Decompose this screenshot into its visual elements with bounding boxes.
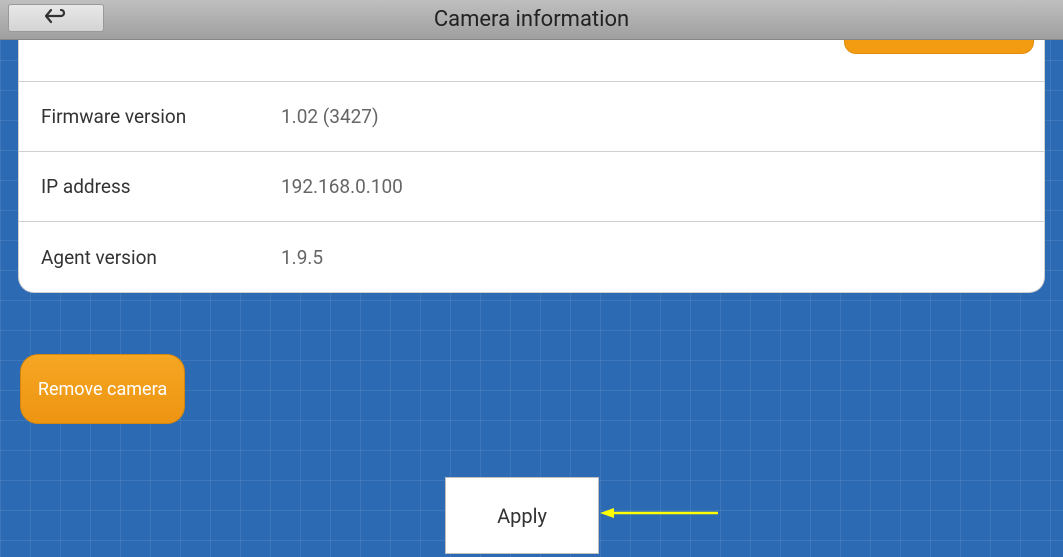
info-row: IP address 192.168.0.100 xyxy=(19,152,1044,222)
back-button[interactable] xyxy=(8,4,104,32)
row-label: IP address xyxy=(41,175,281,198)
apply-label: Apply xyxy=(497,504,547,528)
row-value: 1.02 (3427) xyxy=(281,105,379,128)
info-card: Firmware version 1.02 (3427) IP address … xyxy=(18,40,1045,293)
page-title: Camera information xyxy=(434,7,629,32)
info-row: Agent version 1.9.5 xyxy=(19,222,1044,292)
card-top-row xyxy=(19,40,1044,82)
remove-camera-label: Remove camera xyxy=(38,379,167,400)
row-value: 192.168.0.100 xyxy=(281,175,403,198)
row-label: Agent version xyxy=(41,246,281,269)
back-icon xyxy=(43,6,69,30)
row-value: 1.9.5 xyxy=(281,246,323,269)
info-row: Firmware version 1.02 (3427) xyxy=(19,82,1044,152)
row-label: Firmware version xyxy=(41,105,281,128)
title-bar: Camera information xyxy=(0,0,1063,40)
apply-button[interactable]: Apply xyxy=(445,477,599,554)
remove-camera-button[interactable]: Remove camera xyxy=(20,354,185,424)
partial-button-peek[interactable] xyxy=(844,40,1034,54)
